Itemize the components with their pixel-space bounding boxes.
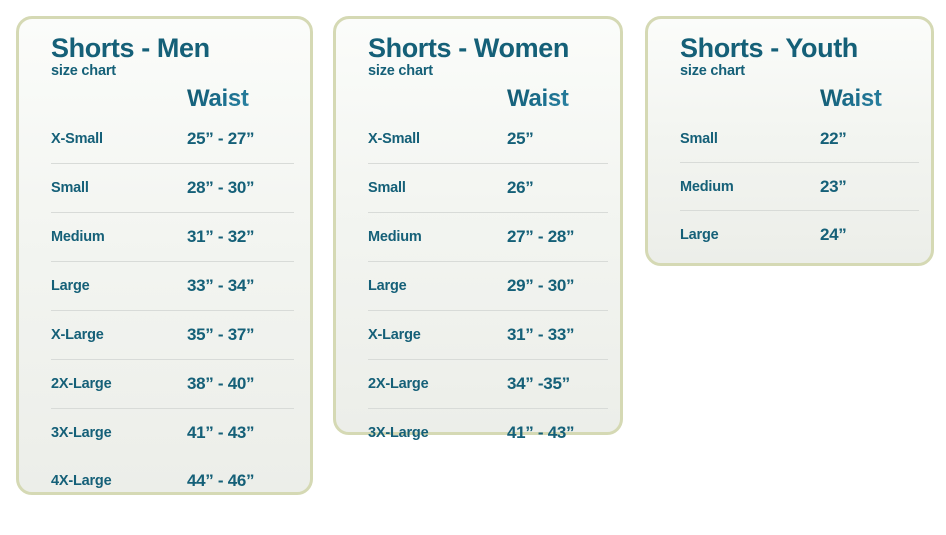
- size-label: Small: [368, 180, 406, 197]
- waist-value: 31” - 32”: [187, 227, 255, 247]
- waist-value: 24”: [820, 224, 847, 244]
- page-title-women: Shorts - Women: [368, 33, 569, 63]
- card-header-women: Shorts - Women size chart: [336, 19, 620, 79]
- waist-value: 25” - 27”: [187, 129, 255, 149]
- waist-value: 34” -35”: [507, 374, 570, 394]
- waist-value: 38” - 40”: [187, 374, 255, 394]
- table-row: X-Large 31” - 33”: [368, 310, 608, 359]
- table-row: X-Large 35” - 37”: [51, 310, 294, 359]
- waist-value: 41” - 43”: [187, 423, 255, 443]
- waist-value: 29” - 30”: [507, 276, 575, 296]
- size-label: Large: [51, 278, 90, 295]
- table-row: Small 28” - 30”: [51, 163, 294, 212]
- page-subtitle-youth: size chart: [680, 62, 745, 79]
- size-label: Large: [680, 226, 719, 243]
- page-subtitle-men: size chart: [51, 62, 116, 79]
- table-row: Medium 27” - 28”: [368, 212, 608, 261]
- size-rows-men: X-Small 25” - 27” Small 28” - 30” Medium…: [19, 115, 310, 505]
- size-label: Small: [51, 180, 89, 197]
- waist-value: 35” - 37”: [187, 325, 255, 345]
- size-label: 2X-Large: [368, 376, 429, 393]
- waist-value: 26”: [507, 178, 534, 198]
- table-row: X-Small 25” - 27”: [51, 115, 294, 163]
- table-row: Small 26”: [368, 163, 608, 212]
- table-row: 2X-Large 38” - 40”: [51, 359, 294, 408]
- table-row: Large 24”: [680, 210, 919, 258]
- page-title-youth: Shorts - Youth: [680, 33, 858, 63]
- waist-value: 41” - 43”: [507, 423, 575, 443]
- waist-value: 22”: [820, 128, 847, 148]
- table-row: Medium 23”: [680, 162, 919, 210]
- waist-value: 25”: [507, 129, 534, 149]
- size-label: Small: [680, 130, 718, 147]
- table-row: 2X-Large 34” -35”: [368, 359, 608, 408]
- table-row: 3X-Large 41” - 43”: [51, 408, 294, 457]
- waist-value: 28” - 30”: [187, 178, 255, 198]
- size-label: Medium: [368, 229, 422, 246]
- column-header-row-women: Waist: [336, 79, 620, 115]
- table-row: Large 29” - 30”: [368, 261, 608, 310]
- table-row: Medium 31” - 32”: [51, 212, 294, 261]
- size-label: X-Large: [51, 327, 104, 344]
- size-label: 3X-Large: [51, 425, 112, 442]
- size-label: 2X-Large: [51, 376, 112, 393]
- size-label: X-Small: [51, 131, 103, 148]
- table-row: 4X-Large 44” - 46”: [51, 457, 294, 505]
- waist-value: 27” - 28”: [507, 227, 575, 247]
- column-header-waist-women: Waist: [507, 85, 569, 113]
- table-row: Small 22”: [680, 115, 919, 162]
- table-row: 3X-Large 41” - 43”: [368, 408, 608, 457]
- column-header-waist-men: Waist: [187, 85, 249, 113]
- size-label: X-Large: [368, 327, 421, 344]
- waist-value: 31” - 33”: [507, 325, 575, 345]
- waist-value: 33” - 34”: [187, 276, 255, 296]
- size-label: X-Small: [368, 131, 420, 148]
- size-label: Large: [368, 278, 407, 295]
- column-header-row-men: Waist: [19, 79, 310, 115]
- size-label: Medium: [51, 229, 105, 246]
- size-chart-card-women: Shorts - Women size chart Waist X-Small …: [333, 16, 623, 442]
- table-row: X-Small 25”: [368, 115, 608, 163]
- waist-value: 44” - 46”: [187, 471, 255, 491]
- size-label: 4X-Large: [51, 473, 112, 490]
- page-title-men: Shorts - Men: [51, 33, 210, 63]
- size-rows-women: X-Small 25” Small 26” Medium 27” - 28” L…: [336, 115, 620, 457]
- size-rows-youth: Small 22” Medium 23” Large 24”: [648, 115, 931, 258]
- card-header-men: Shorts - Men size chart: [19, 19, 310, 79]
- table-row: Large 33” - 34”: [51, 261, 294, 310]
- size-chart-card-youth: Shorts - Youth size chart Waist Small 22…: [645, 16, 934, 266]
- waist-value: 23”: [820, 176, 847, 196]
- size-label: Medium: [680, 178, 734, 195]
- column-header-row-youth: Waist: [648, 79, 931, 115]
- size-label: 3X-Large: [368, 425, 429, 442]
- card-header-youth: Shorts - Youth size chart: [648, 19, 931, 79]
- size-chart-card-men: Shorts - Men size chart Waist X-Small 25…: [16, 16, 313, 495]
- page-subtitle-women: size chart: [368, 62, 433, 79]
- column-header-waist-youth: Waist: [820, 85, 882, 113]
